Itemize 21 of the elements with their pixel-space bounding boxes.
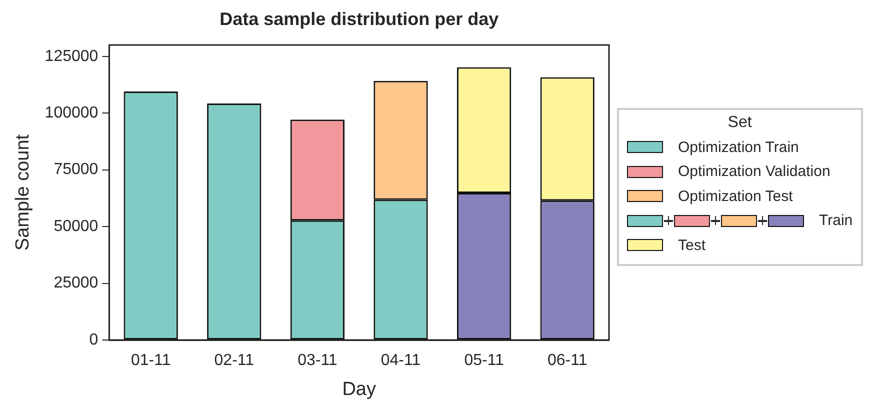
x-tick-label: 02-11	[214, 352, 254, 370]
legend-title: Set	[726, 114, 753, 132]
x-tick-label: 05-11	[464, 352, 504, 370]
legend-label: Optimization Train	[678, 138, 799, 156]
y-tick-label: 100000	[44, 104, 98, 122]
legend-label: Optimization Validation	[678, 163, 830, 180]
x-axis-title: Day	[342, 378, 376, 400]
y-tick-label: 75000	[54, 161, 98, 178]
x-tick-label: 06-11	[547, 352, 588, 370]
chart-title: Data sample distribution per day	[220, 8, 499, 29]
y-tick-label: 0	[89, 331, 98, 348]
x-tick-label: 04-11	[380, 352, 421, 370]
y-tick-label: 50000	[54, 218, 98, 235]
legend-label: Test	[678, 236, 706, 254]
x-tick-label: 03-11	[298, 352, 338, 370]
y-axis-title: Sample count	[12, 134, 34, 251]
legend-label: Train	[819, 212, 853, 230]
y-tick-label: 125000	[44, 48, 98, 65]
y-tick-label: 25000	[54, 274, 98, 292]
x-tick-label: 01-11	[130, 352, 171, 370]
legend-label: Optimization Test	[678, 188, 793, 205]
